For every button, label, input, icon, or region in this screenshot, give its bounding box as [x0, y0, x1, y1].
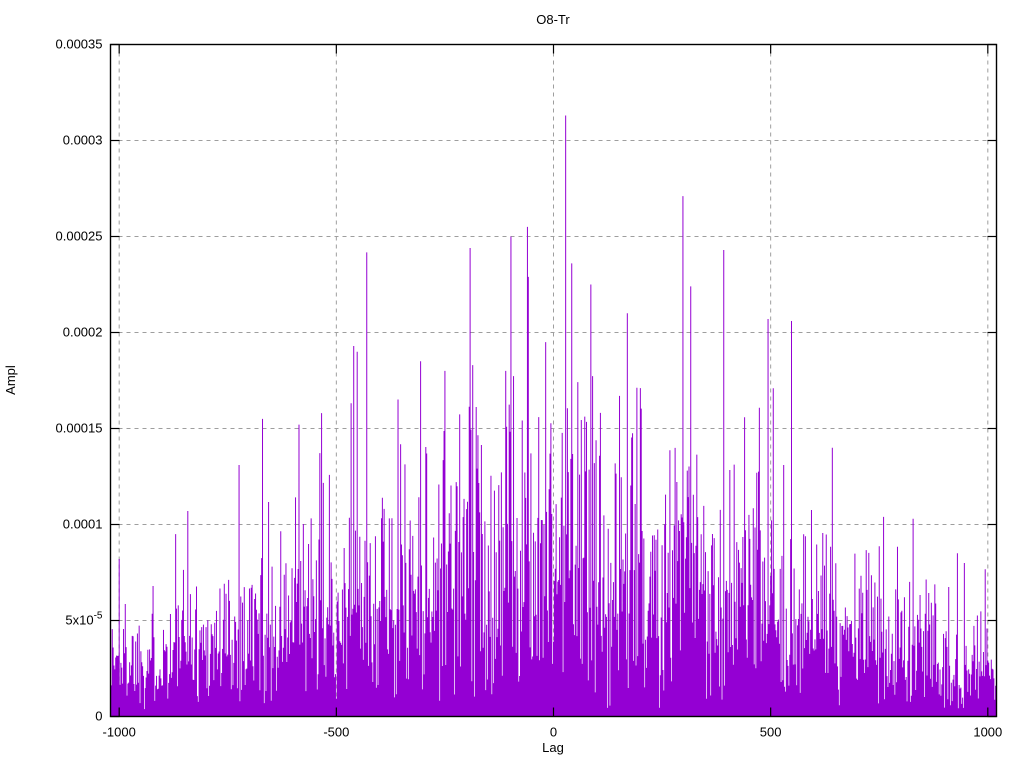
x-tick-label: 500	[760, 725, 782, 740]
y-tick-label: 0.00025	[56, 229, 103, 244]
y-axis-label: Ampl	[3, 365, 18, 395]
chart-title: O8-Tr	[536, 12, 570, 27]
y-tick-label: 0	[95, 709, 102, 724]
x-axis-label: Lag	[542, 740, 564, 755]
x-tick-labels: -1000 -500 0 500 1000	[103, 725, 1003, 740]
y-tick-labels: 0 5x10-5 0.0001 0.00015 0.0002 0.00025 0.0003 0…	[56, 37, 103, 724]
x-tick-label: 1000	[973, 725, 1002, 740]
y-tick-label: 0.0003	[63, 133, 103, 148]
axis-ticks	[110, 43, 997, 718]
y-tick-label: 0.00035	[56, 37, 103, 52]
x-tick-label: -1000	[103, 725, 136, 740]
y-tick-label: 0.0001	[63, 517, 103, 532]
y-tick-label: 5x10-5	[65, 611, 103, 628]
x-tick-label: 0	[550, 725, 557, 740]
y-tick-label: 0.0002	[63, 325, 103, 340]
y-tick-label: 0.00015	[56, 421, 103, 436]
x-tick-label: -500	[323, 725, 349, 740]
grid-lines	[110, 44, 997, 717]
